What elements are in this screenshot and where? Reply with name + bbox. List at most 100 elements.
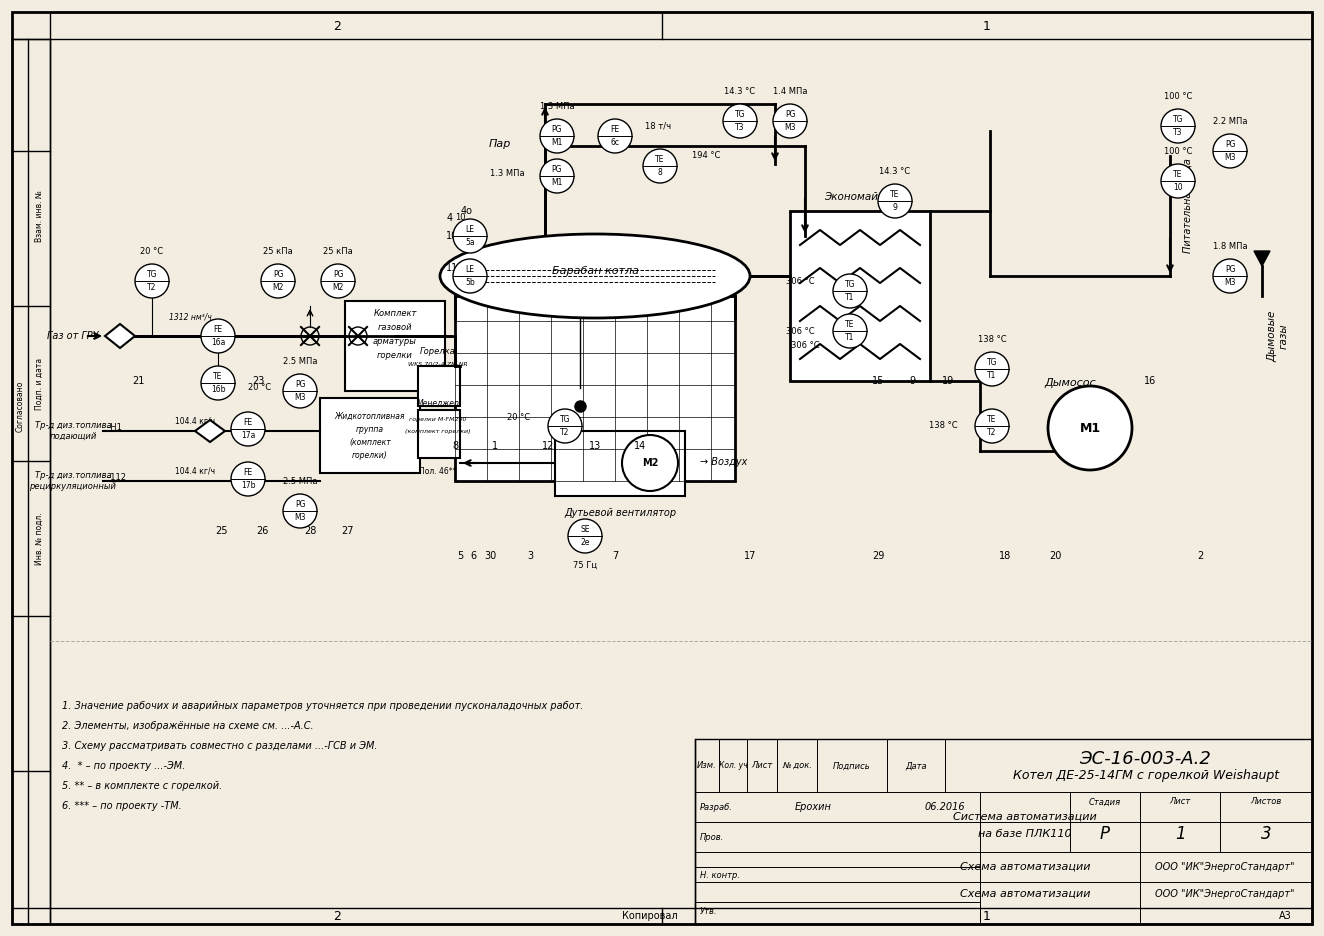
Text: (комплект: (комплект	[350, 437, 391, 446]
Text: 28: 28	[303, 526, 316, 536]
Text: 19: 19	[941, 376, 955, 386]
Text: горелки: горелки	[377, 352, 413, 360]
Text: ЭС-16-003-А.2: ЭС-16-003-А.2	[1079, 750, 1211, 768]
Text: Подпись: Подпись	[833, 762, 871, 770]
Text: 1: 1	[493, 441, 498, 451]
Text: 75 Гц: 75 Гц	[573, 561, 597, 570]
Circle shape	[1049, 386, 1132, 470]
Text: 16b: 16b	[211, 385, 225, 394]
Text: Схема автоматизации: Схема автоматизации	[960, 862, 1090, 872]
Text: T2: T2	[560, 428, 569, 437]
Text: 11: 11	[454, 241, 465, 251]
Text: 26: 26	[256, 526, 269, 536]
Text: TG: TG	[560, 415, 571, 424]
Text: 15: 15	[871, 376, 884, 386]
Text: FE: FE	[244, 468, 253, 477]
Text: 27: 27	[342, 526, 355, 536]
Text: 4.  * – по проекту ...-ЭМ.: 4. * – по проекту ...-ЭМ.	[62, 761, 185, 771]
Text: M3: M3	[784, 123, 796, 132]
Text: M2: M2	[642, 458, 658, 468]
Text: T2: T2	[147, 283, 156, 292]
Text: Жидкотопливная: Жидкотопливная	[335, 412, 405, 420]
Circle shape	[878, 184, 912, 218]
Text: Р: Р	[1100, 825, 1110, 843]
Bar	[555, 431, 685, 496]
Circle shape	[1161, 109, 1196, 143]
Text: 8: 8	[451, 441, 458, 451]
Text: 20 °С: 20 °С	[140, 247, 164, 256]
Text: 306 °С: 306 °С	[792, 342, 820, 350]
Text: 2.5 МПа: 2.5 МПа	[283, 357, 318, 366]
Bar	[790, 211, 929, 381]
Text: 306 °С: 306 °С	[786, 327, 816, 335]
Circle shape	[261, 264, 295, 298]
Text: 194 °С: 194 °С	[692, 152, 720, 160]
Text: SE: SE	[580, 525, 589, 534]
Text: 23: 23	[252, 376, 265, 386]
Text: TG: TG	[147, 271, 158, 279]
Text: PG: PG	[295, 500, 306, 509]
Text: M1: M1	[1079, 421, 1100, 434]
Text: газовой: газовой	[377, 324, 412, 332]
Text: 30: 30	[483, 551, 496, 561]
Text: TG: TG	[735, 110, 745, 119]
Text: 24: 24	[294, 376, 306, 386]
Text: Разраб.: Разраб.	[700, 802, 733, 812]
Text: M1: M1	[551, 138, 563, 147]
Text: TE: TE	[988, 415, 997, 424]
Text: 1312 нм³/ч: 1312 нм³/ч	[168, 312, 212, 321]
Text: PG: PG	[552, 125, 563, 134]
Text: M2: M2	[273, 283, 283, 292]
Text: Подп. и дата: Подп. и дата	[34, 358, 44, 410]
Text: Дымовые
газы: Дымовые газы	[1267, 311, 1288, 361]
Bar	[695, 739, 1312, 924]
Polygon shape	[105, 324, 135, 348]
Text: –Н1: –Н1	[107, 422, 123, 431]
Text: 6. *** – по проекту -ТМ.: 6. *** – по проекту -ТМ.	[62, 801, 181, 811]
Text: TE: TE	[213, 372, 222, 381]
Text: M3: M3	[294, 513, 306, 522]
Text: TG: TG	[986, 358, 997, 367]
Circle shape	[568, 519, 602, 553]
Circle shape	[643, 149, 677, 183]
Text: T1: T1	[845, 333, 855, 342]
Text: 10: 10	[1173, 183, 1182, 192]
Text: 104.4 кг/ч: 104.4 кг/ч	[175, 417, 214, 426]
Circle shape	[230, 412, 265, 446]
Text: 14.3 °С: 14.3 °С	[879, 167, 911, 176]
Circle shape	[723, 104, 757, 138]
Text: 25 кПа: 25 кПа	[263, 247, 293, 256]
Text: 5: 5	[457, 551, 463, 561]
Text: 2e: 2e	[580, 538, 589, 547]
Text: Инв. № подл.: Инв. № подл.	[34, 513, 44, 565]
Text: TG: TG	[845, 280, 855, 289]
Text: 8: 8	[658, 168, 662, 177]
Text: –112: –112	[107, 473, 127, 481]
Text: 2. Элементы, изображённые на схеме см. ...-А.С.: 2. Элементы, изображённые на схеме см. .…	[62, 721, 314, 731]
Text: T2: T2	[988, 428, 997, 437]
Text: Менеджер: Менеджер	[417, 399, 459, 408]
Text: PG: PG	[1225, 265, 1235, 274]
Text: 10: 10	[446, 231, 458, 241]
Circle shape	[548, 409, 583, 443]
Circle shape	[283, 494, 316, 528]
Text: 7: 7	[612, 551, 618, 561]
Text: 1.3 МПа: 1.3 МПа	[540, 102, 575, 111]
Text: 6: 6	[470, 551, 477, 561]
Text: 5. ** – в комплекте с горелкой.: 5. ** – в комплекте с горелкой.	[62, 781, 222, 791]
Circle shape	[622, 435, 678, 491]
Text: PG: PG	[273, 271, 283, 279]
Circle shape	[320, 264, 355, 298]
Text: 25: 25	[216, 526, 228, 536]
Circle shape	[773, 104, 808, 138]
Text: арматуры: арматуры	[373, 338, 417, 346]
Bar	[320, 398, 420, 473]
Circle shape	[1213, 134, 1247, 168]
Text: 1.3 МПа: 1.3 МПа	[490, 169, 526, 179]
Text: PG: PG	[332, 271, 343, 279]
Circle shape	[540, 159, 575, 193]
Text: 6c: 6c	[610, 138, 620, 147]
Text: Копировал: Копировал	[622, 911, 678, 921]
Text: Пров.: Пров.	[700, 832, 724, 841]
Text: Экономайзер: Экономайзер	[824, 192, 896, 202]
